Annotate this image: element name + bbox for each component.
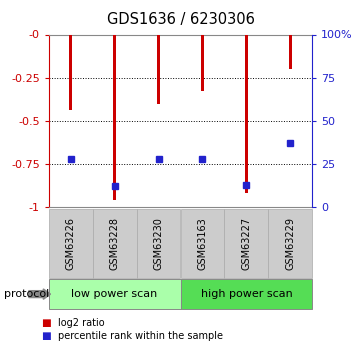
Text: low power scan: low power scan (71, 289, 158, 299)
Text: GSM63230: GSM63230 (153, 217, 164, 270)
Text: GSM63228: GSM63228 (110, 217, 119, 270)
Bar (245, 34, 248, 193)
Text: high power scan: high power scan (200, 289, 292, 299)
Text: percentile rank within the sample: percentile rank within the sample (58, 332, 223, 341)
Text: GSM63226: GSM63226 (66, 217, 76, 270)
Bar (157, 34, 160, 104)
Bar (69, 34, 72, 110)
Text: GDS1636 / 6230306: GDS1636 / 6230306 (106, 12, 255, 27)
Bar (289, 34, 292, 69)
Bar (113, 34, 116, 200)
Text: ■: ■ (42, 318, 51, 327)
Text: GSM63227: GSM63227 (242, 217, 251, 270)
Text: GSM63163: GSM63163 (197, 217, 208, 269)
Text: ■: ■ (42, 332, 51, 341)
Text: GSM63229: GSM63229 (285, 217, 295, 270)
Bar (201, 34, 204, 91)
Text: protocol: protocol (4, 289, 49, 299)
Text: log2 ratio: log2 ratio (58, 318, 104, 327)
